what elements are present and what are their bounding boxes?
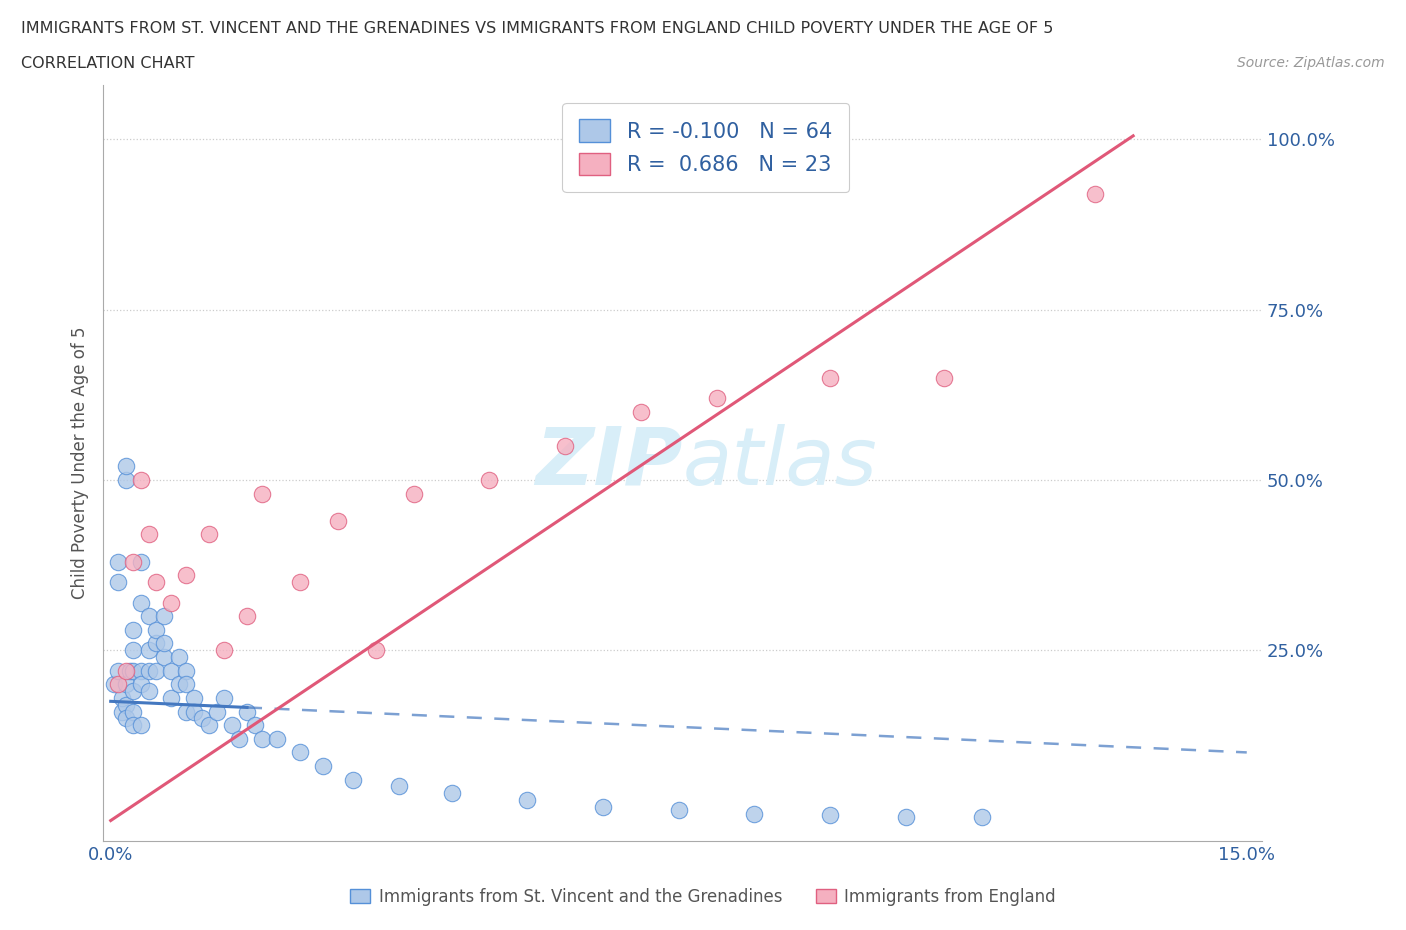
Point [818, 370, 841, 385]
Point [138, 684, 160, 698]
Point [214, 690, 236, 705]
Point [103, 677, 125, 692]
Point [107, 663, 129, 678]
Point [326, 513, 349, 528]
Point [198, 527, 221, 542]
Point [115, 472, 138, 487]
Point [894, 810, 917, 825]
Point [190, 711, 212, 725]
Point [129, 677, 152, 692]
Point [176, 568, 198, 583]
Point [152, 609, 174, 624]
Point [115, 711, 138, 725]
Point [183, 690, 205, 705]
Point [214, 643, 236, 658]
Point [129, 472, 152, 487]
Point [205, 704, 228, 719]
Point [107, 575, 129, 590]
Point [266, 731, 288, 746]
Point [115, 698, 138, 712]
Point [145, 636, 167, 651]
Point [250, 486, 273, 501]
Point [145, 575, 167, 590]
Point [592, 800, 614, 815]
Legend: Immigrants from St. Vincent and the Grenadines, Immigrants from England: Immigrants from St. Vincent and the Gren… [344, 881, 1062, 912]
Point [288, 575, 311, 590]
Text: CORRELATION CHART: CORRELATION CHART [21, 56, 194, 71]
Point [145, 663, 167, 678]
Legend: R = -0.100   N = 64, R =  0.686   N = 23: R = -0.100 N = 64, R = 0.686 N = 23 [562, 102, 849, 192]
Y-axis label: Child Poverty Under the Age of 5: Child Poverty Under the Age of 5 [72, 326, 89, 599]
Point [138, 609, 160, 624]
Point [160, 663, 183, 678]
Point [312, 759, 335, 774]
Point [115, 663, 138, 678]
Point [160, 595, 183, 610]
Point [122, 718, 145, 733]
Point [111, 690, 134, 705]
Point [122, 684, 145, 698]
Point [198, 718, 221, 733]
Point [129, 663, 152, 678]
Point [115, 458, 138, 473]
Point [176, 704, 198, 719]
Point [744, 806, 766, 821]
Point [122, 554, 145, 569]
Point [243, 718, 266, 733]
Point [221, 718, 243, 733]
Point [1084, 186, 1107, 201]
Point [129, 595, 152, 610]
Point [176, 663, 198, 678]
Point [107, 554, 129, 569]
Point [167, 649, 190, 664]
Point [160, 690, 183, 705]
Point [129, 554, 152, 569]
Text: Source: ZipAtlas.com: Source: ZipAtlas.com [1237, 56, 1385, 70]
Point [818, 807, 841, 822]
Point [236, 704, 259, 719]
Point [387, 779, 409, 794]
Point [402, 486, 425, 501]
Point [138, 527, 160, 542]
Point [288, 745, 311, 760]
Text: atlas: atlas [682, 424, 877, 502]
Point [167, 677, 190, 692]
Point [236, 609, 259, 624]
Point [111, 704, 134, 719]
Point [122, 622, 145, 637]
Point [118, 663, 141, 678]
Point [183, 704, 205, 719]
Point [668, 803, 690, 817]
Point [115, 677, 138, 692]
Point [129, 718, 152, 733]
Point [478, 472, 501, 487]
Point [138, 643, 160, 658]
Point [250, 731, 273, 746]
Point [152, 636, 174, 651]
Point [932, 370, 955, 385]
Point [440, 786, 463, 801]
Point [176, 677, 198, 692]
Point [342, 772, 364, 787]
Point [122, 663, 145, 678]
Point [145, 622, 167, 637]
Point [630, 405, 652, 419]
Point [364, 643, 387, 658]
Point [107, 677, 129, 692]
Point [152, 649, 174, 664]
Text: ZIP: ZIP [536, 424, 682, 502]
Text: IMMIGRANTS FROM ST. VINCENT AND THE GRENADINES VS IMMIGRANTS FROM ENGLAND CHILD : IMMIGRANTS FROM ST. VINCENT AND THE GREN… [21, 21, 1053, 36]
Point [706, 391, 728, 405]
Point [970, 810, 993, 825]
Point [554, 438, 576, 453]
Point [122, 643, 145, 658]
Point [122, 704, 145, 719]
Point [228, 731, 250, 746]
Point [138, 663, 160, 678]
Point [516, 792, 538, 807]
